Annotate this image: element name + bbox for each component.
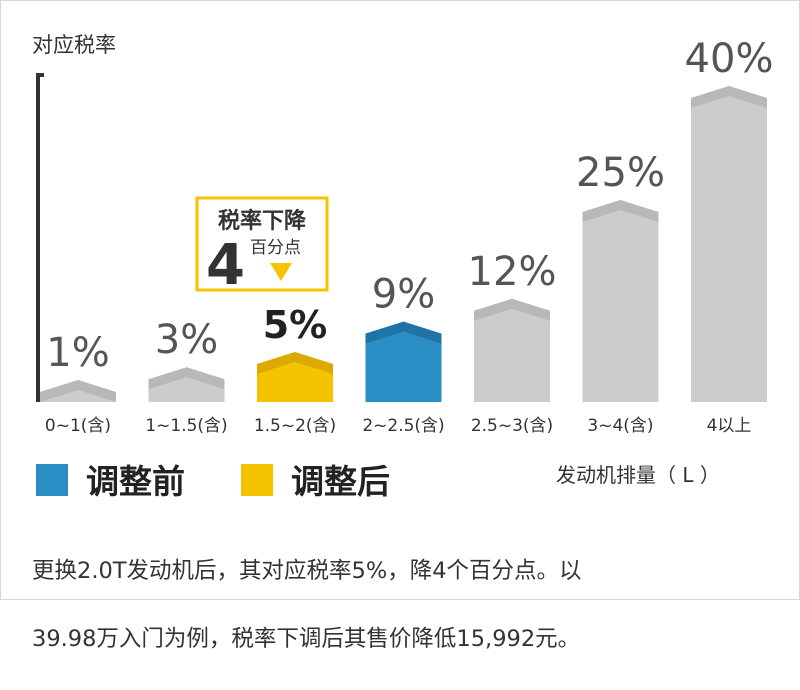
y-axis-line	[36, 73, 44, 402]
category-label-2: 1.5~2(含)	[254, 416, 336, 436]
value-label-0: 1%	[46, 330, 109, 376]
callout-title: 税率下降	[218, 208, 307, 234]
value-label-1: 3%	[155, 317, 218, 363]
bar-6	[691, 86, 767, 402]
category-label-5: 3~4(含)	[587, 416, 653, 436]
rate-drop-callout: 税率下降 4 百分点	[195, 196, 329, 298]
bar-cap-2	[257, 352, 333, 374]
value-label-6: 40%	[685, 36, 774, 82]
legend: 调整前 调整后	[36, 462, 390, 501]
value-label-4: 12%	[468, 249, 557, 295]
value-label-2: 5%	[263, 303, 328, 347]
caption: 更换2.0T发动机后，其对应税率5%，降4个百分点。以 39.98万入门为例，税…	[32, 520, 772, 690]
y-axis-label: 对应税率	[32, 33, 116, 57]
category-label-3: 2~2.5(含)	[362, 416, 444, 436]
category-label-6: 4以上	[707, 416, 752, 436]
bar-cap-6	[691, 86, 767, 108]
bar-0	[40, 380, 116, 402]
caption-line-2: 39.98万入门为例，税率下调后其售价降低15,992元。	[32, 626, 581, 652]
bar-cap-5	[582, 200, 659, 222]
legend-label-after: 调整后	[291, 462, 390, 501]
category-label-1: 1~1.5(含)	[145, 416, 227, 436]
category-label-0: 0~1(含)	[45, 416, 111, 436]
bar-cap-0	[40, 380, 116, 402]
callout-unit: 百分点	[250, 238, 301, 258]
callout-box	[195, 196, 329, 292]
legend-swatch-after	[241, 464, 273, 496]
bar-3	[365, 321, 442, 402]
caption-line-1: 更换2.0T发动机后，其对应税率5%，降4个百分点。以	[32, 558, 582, 584]
bar-5	[582, 200, 659, 402]
bar-cap-1	[148, 367, 225, 390]
legend-swatch-before	[36, 464, 68, 496]
down-arrow-icon	[270, 263, 292, 281]
bar-cap-3	[365, 321, 442, 344]
bar-cap-4	[474, 298, 550, 321]
tax-rate-bar-chart: 对应税率 1% 0~1(含) 3% 1~1.5(含) 5% 1.5~2(含) 9% 2~2.5…	[32, 33, 773, 501]
x-axis-label: 发动机排量（ L ）	[556, 463, 720, 487]
bars-group: 1% 0~1(含) 3% 1~1.5(含) 5% 1.5~2(含) 9% 2~2.5(含) 12…	[40, 36, 773, 436]
category-label-4: 2.5~3(含)	[471, 416, 553, 436]
callout-number: 4	[206, 233, 245, 298]
value-label-3: 9%	[372, 272, 435, 318]
value-label-5: 25%	[576, 150, 665, 196]
bar-4	[474, 298, 550, 402]
legend-label-before: 调整前	[86, 462, 185, 501]
